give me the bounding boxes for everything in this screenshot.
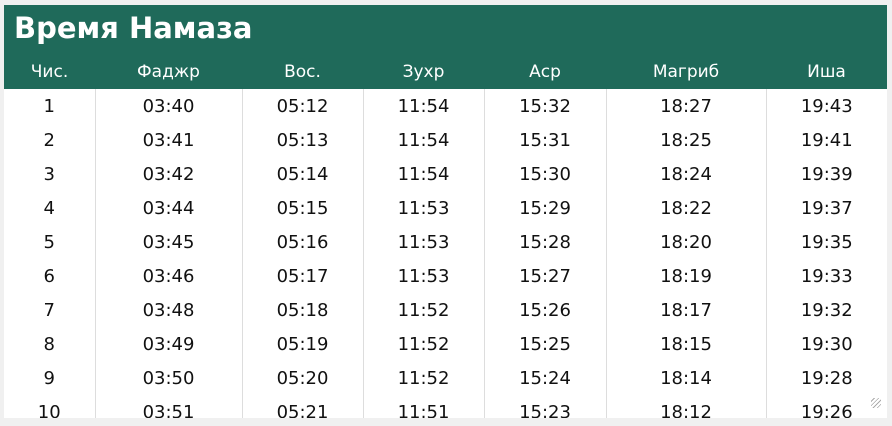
table-cell: 5 bbox=[43, 231, 55, 253]
table-cell: 03:49 bbox=[94, 327, 242, 361]
table-cell: 19:43 bbox=[765, 89, 887, 123]
table-cell: 15:29 bbox=[483, 191, 606, 225]
table-cell: 18:19 bbox=[605, 259, 766, 293]
table-cell: 18:24 bbox=[605, 157, 766, 191]
table-cell: 15:32 bbox=[483, 89, 606, 123]
table-cell: 05:20 bbox=[241, 361, 363, 395]
table-row: 7 03:48 05:18 11:52 15:26 18:17 19:32 bbox=[4, 293, 887, 327]
column-header: Фаджр bbox=[95, 55, 242, 89]
table-cell: 18:27 bbox=[605, 89, 766, 123]
table-cell: 2 bbox=[43, 129, 55, 151]
table-cell: 18:17 bbox=[605, 293, 766, 327]
table-cell: 15:27 bbox=[483, 259, 606, 293]
table-cell: 18:12 bbox=[605, 395, 766, 418]
table-cell: 11:54 bbox=[362, 123, 484, 157]
table-cell: 11:53 bbox=[362, 225, 484, 259]
table-cell: 11:54 bbox=[362, 157, 484, 191]
table-cell: 11:52 bbox=[362, 327, 484, 361]
table-cell: 05:18 bbox=[241, 293, 363, 327]
table-cell: 18:25 bbox=[605, 123, 766, 157]
table-cell: 18:15 bbox=[605, 327, 766, 361]
table-cell: 15:24 bbox=[483, 361, 606, 395]
prayer-times-widget: Время Намаза Чис. Фаджр Вос. Зухр Аср Магриб И… bbox=[4, 5, 887, 418]
table-cell: 03:41 bbox=[94, 123, 242, 157]
table-cell: 05:17 bbox=[241, 259, 363, 293]
column-header: Магриб bbox=[606, 55, 766, 89]
table-cell: 18:20 bbox=[605, 225, 766, 259]
table-cell: 15:28 bbox=[483, 225, 606, 259]
table-cell: 19:37 bbox=[765, 191, 887, 225]
table-cell: 03:51 bbox=[94, 395, 242, 418]
table-cell: 11:53 bbox=[362, 191, 484, 225]
column-header: Зухр bbox=[363, 55, 484, 89]
table-cell: 05:21 bbox=[241, 395, 363, 418]
table-cell: 11:54 bbox=[362, 89, 484, 123]
table-cell: 05:14 bbox=[241, 157, 363, 191]
table-cell: 11:52 bbox=[362, 293, 484, 327]
table-cell: 19:30 bbox=[765, 327, 887, 361]
table-cell: 03:46 bbox=[94, 259, 242, 293]
table-cell: 8 bbox=[43, 333, 55, 355]
table-row: 4 03:44 05:15 11:53 15:29 18:22 19:37 bbox=[4, 191, 887, 225]
table-cell: 03:48 bbox=[94, 293, 242, 327]
column-header: Вос. bbox=[242, 55, 363, 89]
table-cell: 9 bbox=[43, 367, 55, 389]
table-row: 5 03:45 05:16 11:53 15:28 18:20 19:35 bbox=[4, 225, 887, 259]
table-row: 6 03:46 05:17 11:53 15:27 18:19 19:33 bbox=[4, 259, 887, 293]
table-cell: 4 bbox=[43, 197, 55, 219]
table-row: 3 03:42 05:14 11:54 15:30 18:24 19:39 bbox=[4, 157, 887, 191]
table-cell: 05:15 bbox=[241, 191, 363, 225]
column-header: Чис. bbox=[4, 55, 95, 89]
table-cell: 11:51 bbox=[362, 395, 484, 418]
table-cell: 19:32 bbox=[765, 293, 887, 327]
table-row: 2 03:41 05:13 11:54 15:31 18:25 19:41 bbox=[4, 123, 887, 157]
table-cell: 11:52 bbox=[362, 361, 484, 395]
table-cell: 19:33 bbox=[765, 259, 887, 293]
table-cell: 15:26 bbox=[483, 293, 606, 327]
table-cell: 05:13 bbox=[241, 123, 363, 157]
table-cell: 19:39 bbox=[765, 157, 887, 191]
table-cell: 03:45 bbox=[94, 225, 242, 259]
table-cell: 19:41 bbox=[765, 123, 887, 157]
table-row: 10 03:51 05:21 11:51 15:23 18:12 19:26 bbox=[4, 395, 887, 418]
table-cell: 3 bbox=[43, 163, 55, 185]
prayer-times-table: Чис. Фаджр Вос. Зухр Аср Магриб Иша 1 03:40 05:1… bbox=[4, 55, 887, 418]
widget-title: Время Намаза bbox=[14, 11, 253, 45]
table-cell: 03:44 bbox=[94, 191, 242, 225]
table-row: 8 03:49 05:19 11:52 15:25 18:15 19:30 bbox=[4, 327, 887, 361]
table-cell: 15:23 bbox=[483, 395, 606, 418]
table-cell: 7 bbox=[43, 299, 55, 321]
resize-handle[interactable] bbox=[871, 398, 881, 408]
table-cell: 15:30 bbox=[483, 157, 606, 191]
table-cell: 03:42 bbox=[94, 157, 242, 191]
table-cell: 19:28 bbox=[765, 361, 887, 395]
table-cell: 03:40 bbox=[94, 89, 242, 123]
table-cell: 19:26 bbox=[765, 395, 887, 418]
column-header: Аср bbox=[484, 55, 606, 89]
table-cell: 03:50 bbox=[94, 361, 242, 395]
table-cell: 05:16 bbox=[241, 225, 363, 259]
table-cell: 6 bbox=[43, 265, 55, 287]
table-cell: 19:35 bbox=[765, 225, 887, 259]
table-row: 9 03:50 05:20 11:52 15:24 18:14 19:28 bbox=[4, 361, 887, 395]
table-row: 1 03:40 05:12 11:54 15:32 18:27 19:43 bbox=[4, 89, 887, 123]
table-cell: 05:12 bbox=[241, 89, 363, 123]
table-cell: 15:25 bbox=[483, 327, 606, 361]
table-cell: 10 bbox=[37, 401, 61, 419]
table-cell: 1 bbox=[43, 95, 55, 117]
table-cell: 18:22 bbox=[605, 191, 766, 225]
column-header: Иша bbox=[766, 55, 887, 89]
table-cell: 15:31 bbox=[483, 123, 606, 157]
table-cell: 18:14 bbox=[605, 361, 766, 395]
table-cell: 11:53 bbox=[362, 259, 484, 293]
table-cell: 05:19 bbox=[241, 327, 363, 361]
